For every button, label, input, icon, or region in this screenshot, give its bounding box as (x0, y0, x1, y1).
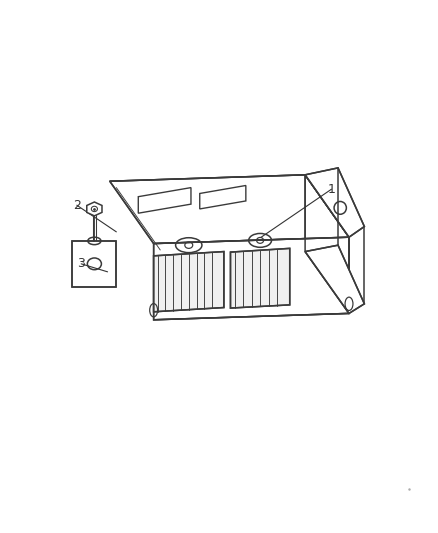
Polygon shape (304, 168, 364, 237)
Polygon shape (72, 241, 116, 287)
Polygon shape (199, 185, 245, 209)
Text: 2: 2 (73, 199, 81, 212)
Polygon shape (304, 175, 348, 313)
Polygon shape (87, 202, 102, 216)
Polygon shape (153, 237, 348, 320)
Polygon shape (230, 248, 289, 308)
Polygon shape (153, 252, 223, 312)
Text: 3: 3 (77, 257, 85, 270)
Polygon shape (138, 188, 191, 213)
Polygon shape (304, 245, 364, 313)
Text: 1: 1 (327, 183, 335, 196)
Polygon shape (110, 175, 348, 244)
